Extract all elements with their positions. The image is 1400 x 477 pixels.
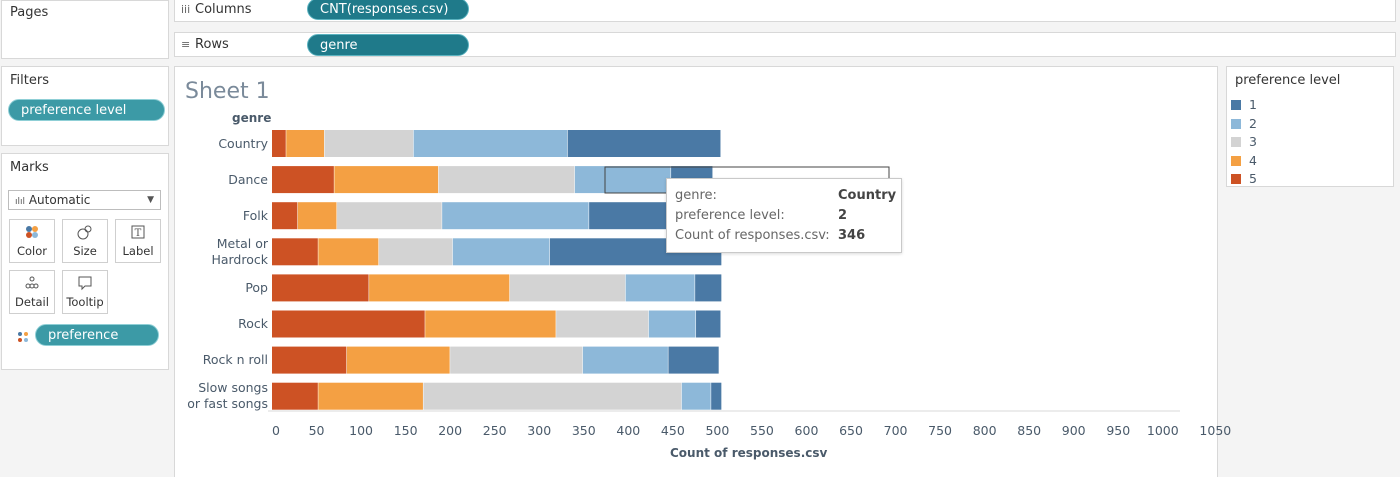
legend-swatch [1231, 174, 1241, 184]
legend-item[interactable]: 3 [1231, 135, 1257, 149]
columns-shelf[interactable]: iii Columns CNT(responses.csv) [174, 0, 1396, 22]
columns-label-text: Columns [195, 2, 252, 17]
rows-label-text: Rows [195, 37, 229, 52]
marks-title: Marks [10, 160, 49, 175]
pages-title: Pages [10, 5, 49, 20]
color-button-label: Color [16, 244, 48, 258]
size-button[interactable]: Size [62, 219, 108, 263]
legend-label: 1 [1249, 97, 1257, 112]
category-label[interactable]: Metal or Hardrock [211, 235, 268, 267]
speech-bubble-icon [63, 275, 107, 295]
sheet-title: Sheet 1 [185, 79, 270, 104]
size-icon [63, 224, 107, 244]
detail-button-label: Detail [15, 295, 49, 309]
tooltip: genre: Country preference level: 2 Count… [666, 178, 902, 253]
color-button[interactable]: Color [9, 219, 55, 263]
filters-panel: Filters preference level [1, 66, 169, 146]
legend-swatch [1231, 118, 1241, 129]
marks-color-pill[interactable]: preference level [35, 324, 159, 365]
legend-item[interactable]: 1 [1231, 98, 1257, 112]
category-label[interactable]: Country [218, 135, 268, 151]
tooltip-label-count: Count of responses.csv: [675, 228, 830, 243]
detail-icon [10, 275, 54, 295]
columns-pill[interactable]: CNT(responses.csv) [307, 0, 469, 20]
pages-panel: Pages [1, 0, 169, 59]
category-label[interactable]: Rock n roll [202, 352, 268, 368]
legend-item[interactable]: 5 [1231, 172, 1257, 186]
category-label[interactable]: Slow songs or fast songs [187, 380, 268, 412]
filter-pill-preference-level[interactable]: preference level [8, 99, 165, 121]
legend-swatch [1231, 137, 1241, 147]
text-label-icon: T [116, 224, 160, 244]
label-button[interactable]: T Label [115, 219, 161, 263]
tooltip-value-genre: Country [838, 188, 897, 203]
tooltip-value-count: 346 [838, 228, 866, 243]
legend-swatch [1231, 100, 1241, 110]
chevron-down-icon: ▼ [147, 195, 154, 205]
legend-title: preference level [1235, 73, 1341, 88]
svg-text:T: T [135, 228, 142, 239]
mark-type-value: Automatic [28, 193, 91, 207]
color-icon [10, 224, 54, 244]
category-label[interactable]: Folk [242, 207, 268, 223]
tooltip-value-preference: 2 [838, 208, 848, 223]
filters-title: Filters [10, 73, 49, 88]
legend-label: 5 [1249, 171, 1257, 186]
legend-label: 3 [1249, 134, 1257, 149]
mark-type-dropdown[interactable]: ılıl Automatic ▼ [8, 190, 161, 210]
tooltip-label-preference: preference level: [675, 208, 785, 223]
columns-icon: iii [181, 3, 191, 16]
rows-icon: ≡ [181, 38, 191, 51]
color-mark-icon [17, 328, 29, 347]
tooltip-button-label: Tooltip [66, 295, 104, 309]
category-label[interactable]: Dance [228, 171, 268, 187]
tooltip-label-genre: genre: [675, 188, 717, 203]
rows-pill[interactable]: genre [307, 34, 469, 56]
view-area [174, 66, 1218, 477]
category-label[interactable]: Rock [238, 316, 268, 331]
x-axis-title: Count of responses.csv [670, 446, 828, 460]
legend-label: 2 [1249, 115, 1257, 131]
legend-panel: preference level [1226, 66, 1394, 187]
tooltip-button[interactable]: Tooltip [62, 270, 108, 314]
legend-swatch [1231, 155, 1241, 166]
label-button-label: Label [122, 244, 154, 258]
legend-label: 4 [1249, 152, 1257, 168]
legend-item[interactable]: 2 [1231, 115, 1257, 131]
legend-item[interactable]: 4 [1231, 152, 1257, 168]
bar-chart-icon: ılıl [15, 197, 26, 207]
rows-shelf[interactable]: ≡ Rows genre [174, 32, 1396, 57]
genre-header[interactable]: genre [232, 111, 272, 125]
columns-label: iii Columns [181, 2, 252, 17]
category-label[interactable]: Pop [245, 279, 268, 295]
size-button-label: Size [73, 244, 97, 258]
detail-button[interactable]: Detail [9, 270, 55, 314]
rows-label: ≡ Rows [181, 37, 229, 52]
